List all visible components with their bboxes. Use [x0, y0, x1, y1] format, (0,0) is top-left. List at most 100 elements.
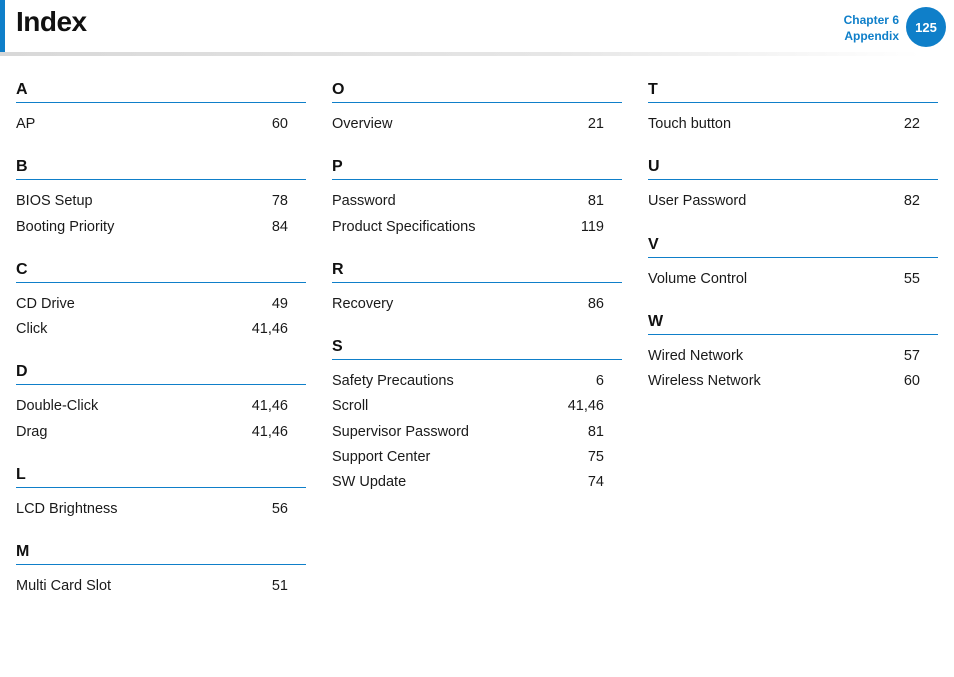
index-entry-term: Scroll — [332, 398, 369, 415]
section-entries: BIOS Setup 78 Booting Priority 84 — [16, 180, 306, 240]
section-entries: Wired Network 57 Wireless Network 60 — [648, 335, 938, 395]
index-section-s: S Safety Precautions 6 Scroll 41,46 Superviso… — [332, 337, 622, 495]
index-section-m: M Multi Card Slot 51 — [16, 542, 306, 599]
index-entry[interactable]: SW Update 74 — [332, 470, 622, 495]
index-entry[interactable]: Overview 21 — [332, 112, 622, 137]
index-entry-term: CD Drive — [16, 295, 75, 312]
index-entry-term: LCD Brightness — [16, 501, 118, 518]
index-entry[interactable]: Double-Click 41,46 — [16, 394, 306, 419]
section-letter: C — [16, 260, 306, 283]
header-accent-bar — [0, 0, 5, 52]
chapter-name: Appendix — [844, 29, 899, 43]
section-letter: R — [332, 260, 622, 283]
index-entry-term: Safety Precautions — [332, 373, 454, 390]
index-section-l: L LCD Brightness 56 — [16, 465, 306, 522]
index-entry[interactable]: Safety Precautions 6 — [332, 369, 622, 394]
page-number-badge: 125 — [906, 7, 946, 47]
index-entry[interactable]: Booting Priority 84 — [16, 215, 306, 240]
index-entry[interactable]: BIOS Setup 78 — [16, 189, 306, 214]
chapter-info: Chapter 6 Appendix — [844, 12, 899, 44]
index-entry[interactable]: Touch button 22 — [648, 112, 938, 137]
section-entries: LCD Brightness 56 — [16, 488, 306, 522]
index-entry-term: BIOS Setup — [16, 193, 93, 210]
section-entries: Safety Precautions 6 Scroll 41,46 Supervisor… — [332, 360, 622, 495]
index-section-u: U User Password 82 — [648, 157, 938, 214]
index-entry-page: 86 — [587, 295, 604, 312]
index-entry-term: Recovery — [332, 295, 394, 312]
index-entry-page: 49 — [271, 295, 288, 312]
index-entry-term: SW Update — [332, 474, 407, 491]
index-entry[interactable]: Wireless Network 60 — [648, 369, 938, 394]
index-section-b: B BIOS Setup 78 Booting Priority 84 — [16, 157, 306, 240]
index-entry[interactable]: Multi Card Slot 51 — [16, 574, 306, 599]
section-letter: U — [648, 157, 938, 181]
section-letter: A — [16, 80, 306, 103]
section-letter: W — [648, 312, 938, 335]
index-entry-term: Click — [16, 321, 48, 338]
index-entry[interactable]: User Password 82 — [648, 189, 938, 214]
index-entry-term: Wired Network — [648, 347, 744, 364]
index-entry-page: 6 — [595, 373, 604, 390]
index-entry-term: Password — [332, 193, 396, 210]
index-entry[interactable]: Click 41,46 — [16, 317, 306, 342]
section-letter: M — [16, 542, 306, 566]
index-entry-term: User Password — [648, 193, 747, 210]
index-entry-term: Support Center — [332, 449, 431, 466]
index-entry-page: 81 — [587, 423, 604, 440]
section-letter: O — [332, 80, 622, 103]
index-entry[interactable]: Wired Network 57 — [648, 344, 938, 369]
index-section-o: O Overview 21 — [332, 80, 622, 137]
section-letter: S — [332, 337, 622, 361]
index-section-p: P Password 81 Product Specifications 119 — [332, 157, 622, 240]
section-entries: Recovery 86 — [332, 283, 622, 317]
index-entry[interactable]: Scroll 41,46 — [332, 394, 622, 419]
section-entries: Touch button 22 — [648, 103, 938, 137]
index-entry-term: Supervisor Password — [332, 423, 469, 440]
index-entry-term: Multi Card Slot — [16, 578, 112, 595]
index-entry-page: 51 — [271, 578, 288, 595]
section-letter: P — [332, 157, 622, 181]
index-entry[interactable]: CD Drive 49 — [16, 292, 306, 317]
index-entry-term: Double-Click — [16, 398, 99, 415]
section-entries: User Password 82 — [648, 180, 938, 214]
index-section-a: A AP 60 — [16, 80, 306, 137]
index-entry-term: Volume Control — [648, 270, 748, 287]
index-entry[interactable]: AP 60 — [16, 112, 306, 137]
index-entry[interactable]: Drag 41,46 — [16, 420, 306, 445]
index-entry-page: 78 — [271, 193, 288, 210]
section-letter: V — [648, 235, 938, 258]
index-entry[interactable]: Recovery 86 — [332, 292, 622, 317]
index-entry[interactable]: Password 81 — [332, 189, 622, 214]
index-entry-page: 41,46 — [567, 398, 604, 415]
index-column-1: A AP 60 B BIOS Setup 78 Booting Priority 84 C CD … — [16, 80, 306, 620]
index-entry[interactable]: Support Center 75 — [332, 445, 622, 470]
section-letter: B — [16, 157, 306, 181]
index-column-3: T Touch button 22 U User Password 82 V Volume C… — [648, 80, 938, 414]
section-letter: D — [16, 362, 306, 386]
index-entry-page: 22 — [903, 116, 920, 132]
index-entry-term: Touch button — [648, 116, 732, 132]
index-entry-page: 41,46 — [251, 423, 288, 440]
index-entry[interactable]: LCD Brightness 56 — [16, 497, 306, 522]
chapter-label: Chapter 6 — [843, 13, 899, 27]
section-entries: Password 81 Product Specifications 119 — [332, 180, 622, 240]
index-column-2: O Overview 21 P Password 81 Product Specificat… — [332, 80, 622, 516]
index-entry[interactable]: Product Specifications 119 — [332, 215, 622, 240]
index-entry-term: Drag — [16, 423, 48, 440]
index-section-d: D Double-Click 41,46 Drag 41,46 — [16, 362, 306, 445]
section-entries: Overview 21 — [332, 103, 622, 137]
index-entry-page: 81 — [587, 193, 604, 210]
index-entry-page: 21 — [587, 116, 604, 132]
section-entries: Multi Card Slot 51 — [16, 565, 306, 599]
index-entry-term: Wireless Network — [648, 373, 761, 390]
index-entry-page: 57 — [903, 347, 920, 364]
index-entry-page: 82 — [903, 193, 920, 210]
index-section-v: V Volume Control 55 — [648, 235, 938, 292]
index-entry-term: AP — [16, 116, 36, 132]
index-section-w: W Wired Network 57 Wireless Network 60 — [648, 312, 938, 395]
section-letter: L — [16, 465, 306, 489]
section-letter: T — [648, 80, 938, 103]
index-entry[interactable]: Supervisor Password 81 — [332, 420, 622, 445]
index-entry[interactable]: Volume Control 55 — [648, 267, 938, 292]
index-section-t: T Touch button 22 — [648, 80, 938, 137]
